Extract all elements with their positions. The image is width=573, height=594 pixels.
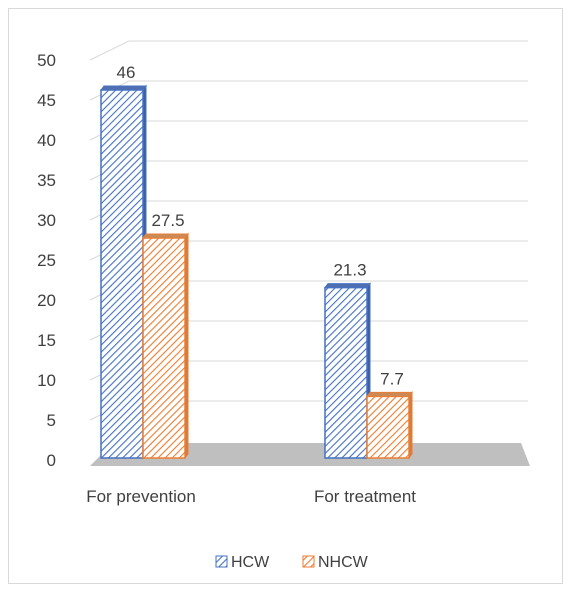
data-label: 7.7 bbox=[380, 369, 404, 388]
bar-front bbox=[366, 395, 410, 459]
data-label: 27.5 bbox=[151, 211, 184, 230]
legend-item-hcw: HCW bbox=[215, 554, 270, 571]
bar-hcw-treatment bbox=[324, 282, 371, 460]
bar-top bbox=[142, 233, 189, 239]
x-axis: For prevention For treatment bbox=[86, 487, 416, 506]
legend-label: NHCW bbox=[318, 554, 369, 571]
y-tick-label: 15 bbox=[37, 331, 56, 350]
y-axis: 0 5 10 15 20 25 30 35 40 45 50 bbox=[37, 51, 56, 470]
legend-label: HCW bbox=[231, 554, 270, 571]
y-tick-label: 40 bbox=[37, 131, 56, 150]
bar-front bbox=[324, 286, 368, 459]
y-tick-label: 10 bbox=[37, 371, 56, 390]
data-label: 21.3 bbox=[333, 261, 366, 280]
bar-top bbox=[366, 391, 413, 397]
legend-swatch bbox=[302, 555, 315, 568]
chart-floor bbox=[90, 443, 530, 466]
bar-front bbox=[100, 89, 144, 459]
y-tick-label: 50 bbox=[37, 51, 56, 70]
gridline-side bbox=[89, 40, 130, 61]
bar-top bbox=[324, 283, 371, 289]
bar-front bbox=[142, 237, 186, 459]
y-tick-label: 45 bbox=[37, 91, 56, 110]
floor-surface bbox=[90, 443, 530, 466]
y-tick-label: 20 bbox=[37, 291, 56, 310]
bars bbox=[100, 84, 413, 460]
legend: HCW NHCW bbox=[215, 554, 369, 571]
bar-hcw-prevention bbox=[100, 84, 147, 460]
bar-nhcw-treatment bbox=[366, 390, 413, 460]
y-tick-label: 25 bbox=[37, 251, 56, 270]
bar-nhcw-prevention bbox=[142, 232, 189, 460]
x-tick-label: For prevention bbox=[86, 487, 196, 506]
legend-swatch bbox=[215, 555, 228, 568]
data-label: 46 bbox=[117, 63, 136, 82]
y-tick-label: 5 bbox=[47, 411, 56, 430]
bar-top bbox=[100, 85, 147, 91]
y-tick-label: 30 bbox=[37, 211, 56, 230]
x-tick-label: For treatment bbox=[314, 487, 416, 506]
data-labels: 46 27.5 21.3 7.7 bbox=[117, 63, 404, 388]
legend-item-nhcw: NHCW bbox=[302, 554, 369, 571]
y-tick-label: 0 bbox=[47, 451, 56, 470]
y-tick-label: 35 bbox=[37, 171, 56, 190]
